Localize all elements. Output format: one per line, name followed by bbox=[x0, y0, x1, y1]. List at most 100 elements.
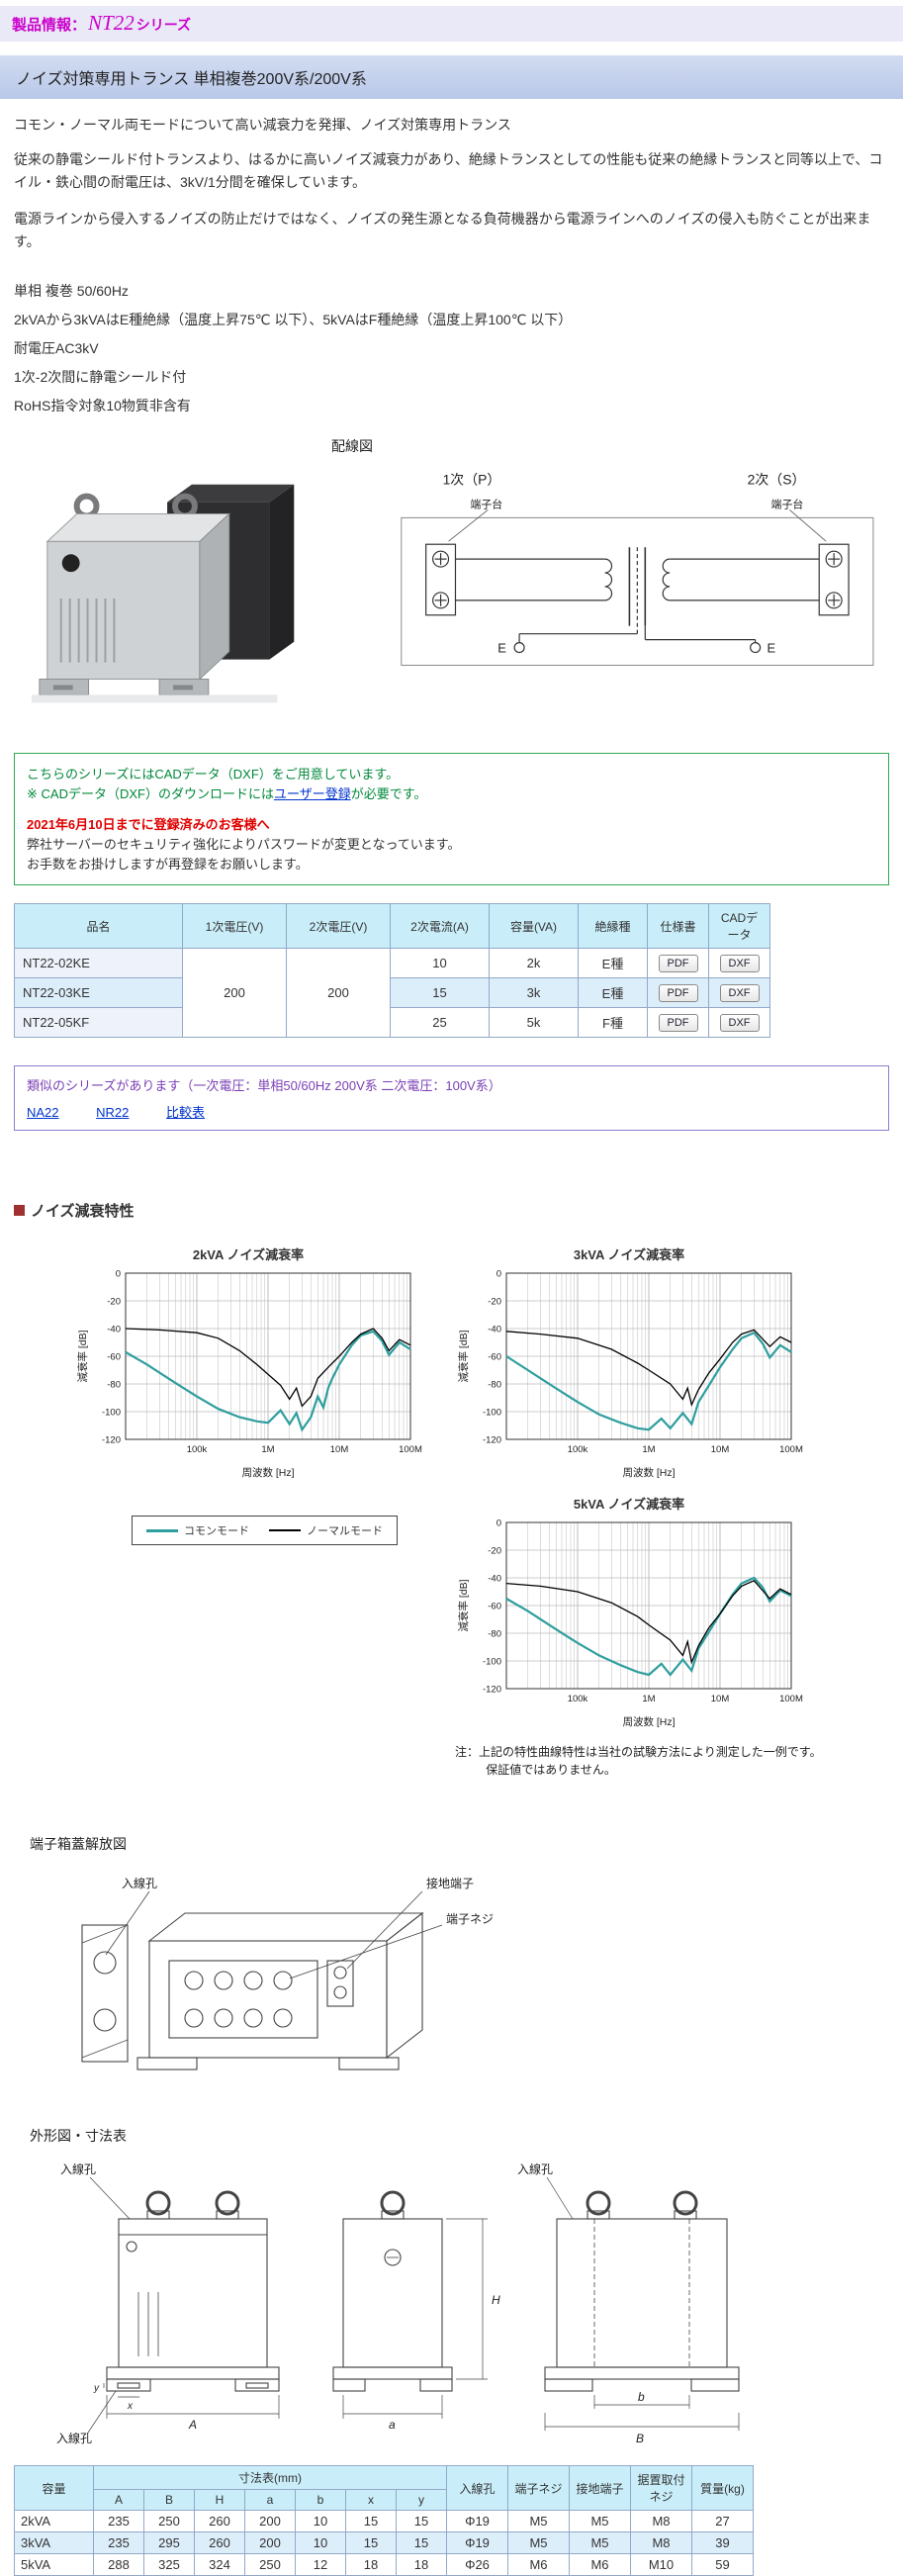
cad-cell: DXF bbox=[708, 948, 770, 978]
wiring-row: 1次（P） 2次（S） 端子台 端子台 E E bbox=[0, 460, 903, 739]
chart-block-2kva: 2kVA ノイズ減衰率 0 -20 -40 -60 -80 -100 -120 100k 1M 1… bbox=[74, 1244, 455, 1484]
link-nr22[interactable]: NR22 bbox=[96, 1105, 130, 1120]
col-header-mass: 質量(kg) bbox=[691, 2465, 754, 2511]
chart-block-5kva: 5kVA ノイズ減衰率 0 -20 -40 -60 -80 -100 -120 100k 1M 1… bbox=[455, 1494, 836, 1779]
svg-text:減衰率 [dB]: 減衰率 [dB] bbox=[457, 1330, 470, 1382]
ground-terminal-value: M5 bbox=[569, 2510, 631, 2532]
dim-y-value: 15 bbox=[396, 2510, 447, 2532]
col-header-mount-screw: 据置取付ネジ bbox=[630, 2465, 692, 2511]
dim-b-value: 12 bbox=[295, 2553, 346, 2576]
col-header-secondary-voltage: 2次電圧(V) bbox=[286, 903, 391, 949]
pdf-button[interactable]: PDF bbox=[658, 983, 698, 1002]
pdf-button[interactable]: PDF bbox=[658, 954, 698, 972]
dim-col-B: B bbox=[143, 2489, 195, 2511]
dim-H-value: 260 bbox=[194, 2510, 245, 2532]
pdf-button[interactable]: PDF bbox=[658, 1013, 698, 1032]
earth-label-right: E bbox=[768, 641, 776, 656]
dim-a-value: 200 bbox=[244, 2510, 296, 2532]
description-paragraph-2: 電源ラインから侵入するノイズの防止だけではなく、ノイズの発生源となる負荷機器から… bbox=[14, 211, 871, 249]
spec-cell: PDF bbox=[647, 977, 709, 1008]
svg-text:-80: -80 bbox=[488, 1629, 501, 1640]
series-name: NT22 bbox=[88, 11, 135, 35]
svg-text:-40: -40 bbox=[488, 1325, 501, 1335]
svg-text:100k: 100k bbox=[568, 1444, 588, 1455]
capacity-cell: 5kVA bbox=[14, 2553, 94, 2576]
outline-heading: 外形図・寸法表 bbox=[30, 2128, 127, 2144]
page-title: ノイズ対策専用トランス 単相複巻200V系/200V系 bbox=[0, 55, 903, 99]
dim-letter-x: x bbox=[127, 2401, 134, 2412]
spec-line-2: 2kVAから3kVAはE種絶縁（温度上昇75℃ 以下）、5kVAはF種絶縁（温度… bbox=[14, 312, 573, 327]
mass-value: 39 bbox=[691, 2531, 754, 2554]
link-na22[interactable]: NA22 bbox=[27, 1105, 59, 1120]
dim-y-value: 18 bbox=[396, 2553, 447, 2576]
normal-mode-line-icon bbox=[269, 1529, 301, 1531]
transformer-light-unit bbox=[31, 493, 278, 703]
svg-text:100M: 100M bbox=[779, 1694, 803, 1704]
secondary-current-value: 10 bbox=[390, 948, 490, 978]
svg-text:-20: -20 bbox=[107, 1297, 121, 1308]
dim-H-value: 260 bbox=[194, 2531, 245, 2554]
svg-text:周波数 [Hz]: 周波数 [Hz] bbox=[241, 1466, 294, 1479]
col-header-insulation: 絶縁種 bbox=[578, 903, 648, 949]
svg-text:100M: 100M bbox=[399, 1444, 422, 1455]
chart-note-line1: 注：上記の特性曲線特性は当社の試験方法により測定した一例です。 bbox=[455, 1745, 822, 1759]
dim-col-y: y bbox=[396, 2489, 447, 2511]
dim-B-value: 250 bbox=[143, 2510, 195, 2532]
mount-screw-value: M10 bbox=[630, 2553, 692, 2576]
dim-B-value: 325 bbox=[143, 2553, 195, 2576]
svg-text:-120: -120 bbox=[483, 1685, 501, 1696]
attenuation-section-heading: ノイズ減衰特性 bbox=[14, 1200, 903, 1221]
terminal-screw-value: M5 bbox=[507, 2510, 570, 2532]
terminal-box-labels: 入線孔 接地端子 端子ネジ bbox=[122, 1876, 494, 1926]
primary-voltage-value: 200 bbox=[182, 948, 287, 1038]
dimension-table: 容量 寸法表(mm) 入線孔 端子ネジ 接地端子 据置取付ネジ 質量(kg) A… bbox=[14, 2465, 754, 2576]
attenuation-heading-text: ノイズ減衰特性 bbox=[31, 1203, 135, 1220]
spec-line-3: 耐電圧AC3kV bbox=[14, 340, 99, 356]
cad-alert: 2021年6月10日までに登録済みのお客様へ bbox=[27, 817, 270, 832]
user-registration-link[interactable]: ユーザー登録 bbox=[273, 786, 351, 801]
primary-winding-label: 1次（P） bbox=[443, 472, 501, 488]
col-header-name: 品名 bbox=[14, 903, 183, 949]
product-name: NT22-03KE bbox=[14, 977, 183, 1008]
cad-cell: DXF bbox=[708, 977, 770, 1008]
dxf-button[interactable]: DXF bbox=[719, 954, 760, 972]
dxf-button[interactable]: DXF bbox=[719, 983, 760, 1002]
dim-col-x: x bbox=[345, 2489, 397, 2511]
svg-text:1M: 1M bbox=[261, 1444, 274, 1455]
similar-series-box: 類似のシリーズがあります（一次電圧：単相50/60Hz 200V系 二次電圧：1… bbox=[14, 1065, 889, 1131]
table-row: NT22-02KE 200 200 10 2k E種 PDF DXF bbox=[14, 948, 770, 1038]
terminal-box-drawing: 入線孔 接地端子 端子ネジ bbox=[81, 1876, 494, 2070]
wiring-labels: 1次（P） 2次（S） 端子台 端子台 E E bbox=[443, 472, 806, 656]
capacity-value: 5k bbox=[489, 1007, 579, 1038]
secondary-current-value: 15 bbox=[390, 977, 490, 1008]
insulation-value: F種 bbox=[578, 1007, 648, 1038]
outline-labels: 入線孔 入線孔 入線孔 A x y H a b B bbox=[56, 2162, 645, 2445]
dim-A-value: 235 bbox=[93, 2510, 144, 2532]
svg-text:-60: -60 bbox=[107, 1352, 121, 1363]
dxf-button[interactable]: DXF bbox=[719, 1013, 760, 1032]
svg-text:100k: 100k bbox=[568, 1694, 588, 1704]
link-comparison-table[interactable]: 比較表 bbox=[166, 1105, 206, 1120]
svg-text:-120: -120 bbox=[483, 1435, 501, 1446]
product-subtitle: コモン・ノーマル両モードについて高い減衰力を発揮、ノイズ対策専用トランス bbox=[14, 117, 511, 133]
dim-col-a: a bbox=[244, 2489, 296, 2511]
dim-col-b: b bbox=[295, 2489, 346, 2511]
terminal-box-heading: 端子箱蓋解放図 bbox=[30, 1836, 127, 1852]
svg-text:10M: 10M bbox=[711, 1694, 730, 1704]
cad-cell: DXF bbox=[708, 1007, 770, 1038]
dim-letter-b: b bbox=[638, 2390, 645, 2404]
mass-value: 59 bbox=[691, 2553, 754, 2576]
wiring-heading: 配線図 bbox=[331, 438, 373, 454]
svg-text:10M: 10M bbox=[330, 1444, 349, 1455]
svg-text:0: 0 bbox=[116, 1269, 121, 1280]
dim-x-value: 18 bbox=[345, 2553, 397, 2576]
svg-text:減衰率 [dB]: 減衰率 [dB] bbox=[457, 1579, 470, 1631]
terminal-block-label-left: 端子台 bbox=[471, 497, 503, 510]
terminal-box-drawing-wrap: 入線孔 接地端子 端子ネジ bbox=[54, 1864, 903, 2086]
svg-text:-80: -80 bbox=[107, 1380, 121, 1391]
dim-H-value: 324 bbox=[194, 2553, 245, 2576]
product-name: NT22-05KF bbox=[14, 1007, 183, 1038]
wiring-circuit bbox=[401, 509, 874, 666]
svg-text:減衰率 [dB]: 減衰率 [dB] bbox=[76, 1330, 89, 1382]
terminal-block-label-right: 端子台 bbox=[771, 497, 804, 510]
